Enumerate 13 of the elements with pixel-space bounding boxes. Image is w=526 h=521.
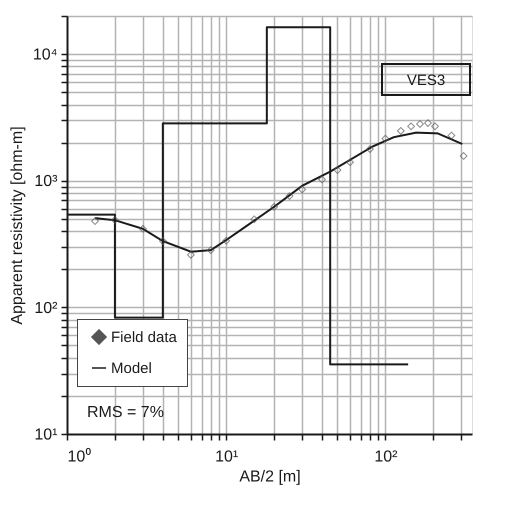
x-tick-label: 10²: [374, 448, 398, 466]
legend-label: Model: [111, 360, 152, 377]
y-tick-label: 10¹: [34, 426, 58, 444]
y-tick-label: 10⁴: [32, 46, 58, 64]
y-axis-title: Apparent resistivity [ohm-m]: [8, 126, 26, 325]
annotation: VES3: [406, 72, 446, 89]
x-tick-label: 10⁰: [68, 448, 92, 466]
y-tick-label: 10³: [34, 173, 58, 190]
annotation: RMS = 7%: [87, 404, 164, 421]
y-tick-label: 10²: [34, 300, 58, 317]
x-tick-label: 10¹: [215, 448, 238, 466]
x-axis-title: AB/2 [m]: [239, 468, 301, 486]
legend-label: Field data: [111, 329, 178, 346]
